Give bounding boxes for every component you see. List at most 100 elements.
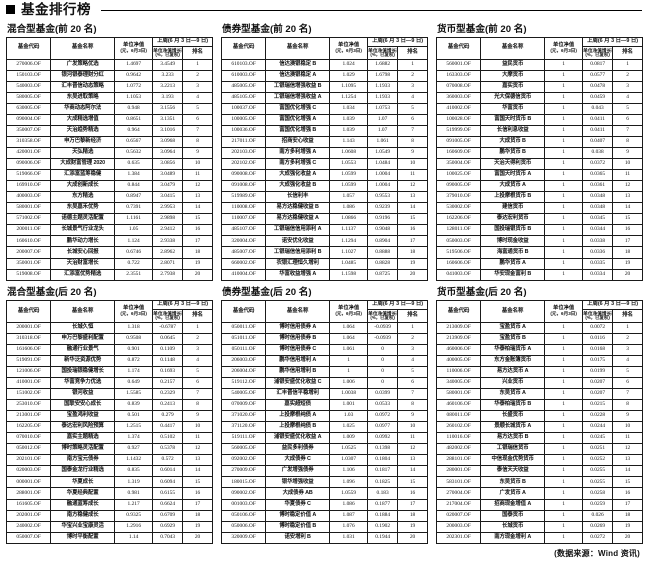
table-row: 340005.OF 兴业货币 1 0.0207 6 bbox=[435, 376, 643, 390]
cell-fund-code: 000001.OF bbox=[5, 476, 52, 489]
cell-fund-name: 鹏华信用增利 A bbox=[265, 354, 331, 367]
cell-growth-rate: 1.6882 bbox=[367, 58, 399, 71]
cell-fund-name: 农银汇理恒久增利 bbox=[265, 257, 331, 270]
cell-unit-nav: 1.1095 bbox=[329, 80, 369, 93]
cell-rank: 1 bbox=[612, 321, 643, 334]
cell-fund-name: 国泰金龙行业精选 bbox=[50, 465, 116, 478]
cell-fund-code: 202103.OF bbox=[220, 147, 267, 160]
cell-unit-nav: 0.839 bbox=[114, 399, 154, 412]
cell-fund-code: 090008.OF bbox=[220, 169, 267, 182]
cell-rank: 7 bbox=[612, 388, 643, 401]
col-header-rank: 排名 bbox=[612, 308, 643, 323]
table-row: 610003.OF 信达澳银稳定 A 1.029 1.6798 2 bbox=[220, 69, 428, 82]
cell-fund-code: 583101.OF bbox=[435, 476, 482, 489]
cell-growth-rate: 0.0344 bbox=[582, 224, 614, 237]
cell-fund-name: 申万巴黎盛利配置 bbox=[50, 332, 116, 345]
cell-fund-code: 100025.OF bbox=[435, 169, 482, 182]
cell-unit-nav: 1.4697 bbox=[114, 58, 154, 71]
cell-fund-name: 国泰货币 bbox=[480, 509, 546, 522]
cell-unit-nav: 1.0485 bbox=[329, 257, 369, 270]
cell-fund-name: 融通行业景气 bbox=[50, 343, 116, 356]
cell-rank: 17 bbox=[182, 498, 213, 511]
cell-fund-name: 天治天得利货币 bbox=[480, 158, 546, 171]
cell-fund-name: 博时信用债券 C bbox=[265, 343, 331, 356]
cell-fund-name: 华夏经典配置 bbox=[50, 487, 116, 500]
cell-growth-rate: 0.0365 bbox=[582, 169, 614, 182]
cell-fund-name: 长城安心回报 bbox=[50, 246, 116, 259]
cell-fund-code: 100005.OF bbox=[220, 113, 267, 126]
header-row-2: 单位净值增长率 (%，已复权) 排名 bbox=[7, 45, 213, 60]
cell-unit-nav: 1 bbox=[544, 343, 584, 356]
cell-unit-nav: 1 bbox=[544, 454, 584, 467]
cell-rank: 18 bbox=[182, 246, 213, 259]
cell-rank: 15 bbox=[182, 213, 213, 226]
cell-rank: 18 bbox=[397, 509, 428, 522]
cell-rank: 12 bbox=[612, 443, 643, 456]
cell-unit-nav: 0.501 bbox=[114, 410, 154, 423]
col-header-growth: 单位净值增长率 (%，已复权) bbox=[582, 45, 614, 60]
cell-unit-nav: 1.057 bbox=[329, 191, 369, 204]
table-row: 202301.OF 南方现金增利 A 1 0.0272 20 bbox=[435, 531, 643, 544]
cell-rank: 17 bbox=[397, 498, 428, 511]
cell-unit-nav: 1 bbox=[544, 224, 584, 237]
cell-fund-code: 200011.OF bbox=[5, 224, 52, 237]
cell-fund-name: 景顺长城货币 A bbox=[480, 421, 546, 434]
table-row: 169910.OF 大成创新成长 0.844 3.0479 12 bbox=[5, 180, 213, 193]
table-row: 200003.OF 长城货币 1 0.0269 19 bbox=[435, 520, 643, 533]
table-row: 162205.OF 泰达宏利风险预算 1.2515 0.4417 10 bbox=[5, 421, 213, 434]
cell-fund-code: 202102.OF bbox=[220, 158, 267, 171]
cell-rank: 13 bbox=[182, 454, 213, 467]
block-title: 混合型基金(前 20 名) bbox=[7, 23, 97, 35]
table-row: 202001.OF 南方稳健成长 0.9325 0.6709 18 bbox=[5, 509, 213, 522]
cell-unit-nav: 1 bbox=[544, 80, 584, 93]
cell-rank: 7 bbox=[612, 124, 643, 137]
cell-rank: 8 bbox=[397, 135, 428, 149]
cell-rank: 4 bbox=[182, 91, 213, 104]
cell-unit-nav: 1.2916 bbox=[114, 520, 154, 533]
col-header-code: 基金代码 bbox=[220, 37, 267, 60]
cell-fund-name: 鹏华信用增利 B bbox=[265, 365, 331, 378]
cell-rank: 7 bbox=[397, 124, 428, 137]
cell-fund-name: 海富通货币 B bbox=[480, 246, 546, 259]
cell-fund-code: 371120.OF bbox=[220, 421, 267, 434]
table-row: 379010.OF 上投摩根货币 B 1 0.0348 13 bbox=[435, 191, 643, 204]
table-row: 200011.OF 长城景气行业龙头 1.05 2.9412 16 bbox=[5, 224, 213, 237]
cell-unit-nav: 1 bbox=[544, 376, 584, 390]
cell-fund-name: 益民多利债券 bbox=[265, 443, 331, 456]
cell-growth-rate: 0.0336 bbox=[582, 246, 614, 259]
cell-fund-name: 宝盈货币 A bbox=[480, 321, 546, 334]
table-head: 基金代码 基金名称 单位净值 (元，6月3日) 上周(6 月 3 日—9 日) … bbox=[5, 300, 213, 323]
cell-fund-name: 大成货币 B bbox=[480, 135, 546, 149]
table-row: 580001.OF 东吴嘉禾优势 0.7391 2.9953 14 bbox=[5, 202, 213, 215]
cell-rank: 20 bbox=[612, 531, 643, 544]
cell-unit-nav: 0.8947 bbox=[114, 191, 154, 204]
cell-growth-rate: 1.0484 bbox=[367, 158, 399, 171]
cell-fund-code: 240002.OF bbox=[5, 520, 52, 533]
cell-fund-name: 博时信用债券 A bbox=[265, 321, 331, 334]
col-header-growth: 单位净值增长率 (%，已复权) bbox=[152, 45, 184, 60]
cell-fund-code: 213001.OF bbox=[5, 410, 52, 423]
col-header-nav-line1: 单位净值 bbox=[338, 304, 360, 311]
cell-growth-rate: 3.0479 bbox=[152, 180, 184, 193]
cell-rank: 16 bbox=[612, 224, 643, 237]
cell-fund-code: 206003.OF bbox=[220, 354, 267, 367]
cell-fund-code: 320009.OF bbox=[220, 531, 267, 544]
cell-unit-nav: 1.174 bbox=[114, 365, 154, 378]
table-row: 110006.OF 易方达货币 A 1 0.0199 5 bbox=[435, 365, 643, 378]
table-row: 320009.OF 诺安增利 B 1.031 0.1944 20 bbox=[220, 531, 428, 544]
cell-unit-nav: 1.029 bbox=[329, 69, 369, 82]
cell-fund-code: 100028.OF bbox=[435, 113, 482, 126]
col-header-rank: 排名 bbox=[397, 308, 428, 323]
cell-fund-code: 350004.OF bbox=[435, 158, 482, 171]
cell-growth-rate: 0.0577 bbox=[582, 69, 614, 82]
cell-unit-nav: 1 bbox=[544, 124, 584, 137]
cell-growth-rate: 0.0259 bbox=[582, 498, 614, 511]
cell-growth-rate: 0.0168 bbox=[582, 343, 614, 356]
cell-rank: 10 bbox=[397, 421, 428, 434]
cell-unit-nav: 1 bbox=[544, 69, 584, 82]
cell-fund-code: 519008.OF bbox=[5, 268, 52, 281]
cell-unit-nav: 1.2515 bbox=[114, 421, 154, 434]
header-rule bbox=[101, 10, 642, 12]
cell-fund-name: 宝盈鸿利收益 bbox=[50, 410, 116, 423]
cell-rank: 9 bbox=[182, 147, 213, 160]
